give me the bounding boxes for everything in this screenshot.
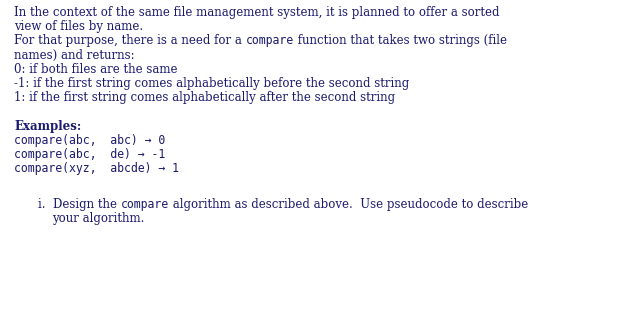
Text: view of files by name.: view of files by name. xyxy=(14,20,143,33)
Text: names) and returns:: names) and returns: xyxy=(14,49,134,62)
Text: 0: if both files are the same: 0: if both files are the same xyxy=(14,63,177,76)
Text: For that purpose, there is a need for a: For that purpose, there is a need for a xyxy=(14,34,246,47)
Text: -1: if the first string comes alphabetically before the second string: -1: if the first string comes alphabetic… xyxy=(14,77,409,90)
Text: function that takes two strings (file: function that takes two strings (file xyxy=(294,34,507,47)
Text: compare: compare xyxy=(121,198,169,211)
Text: algorithm as described above.  Use pseudocode to describe: algorithm as described above. Use pseudo… xyxy=(169,198,528,211)
Text: compare(abc,  de) → -1: compare(abc, de) → -1 xyxy=(14,148,165,161)
Text: i.  Design the: i. Design the xyxy=(38,198,121,211)
Text: compare(xyz,  abcde) → 1: compare(xyz, abcde) → 1 xyxy=(14,162,179,175)
Text: compare: compare xyxy=(246,34,294,47)
Text: In the context of the same file management system, it is planned to offer a sort: In the context of the same file manageme… xyxy=(14,6,499,19)
Text: compare(abc,  abc) → 0: compare(abc, abc) → 0 xyxy=(14,134,165,147)
Text: 1: if the first string comes alphabetically after the second string: 1: if the first string comes alphabetica… xyxy=(14,91,395,104)
Text: Examples:: Examples: xyxy=(14,120,81,133)
Text: your algorithm.: your algorithm. xyxy=(52,212,144,225)
